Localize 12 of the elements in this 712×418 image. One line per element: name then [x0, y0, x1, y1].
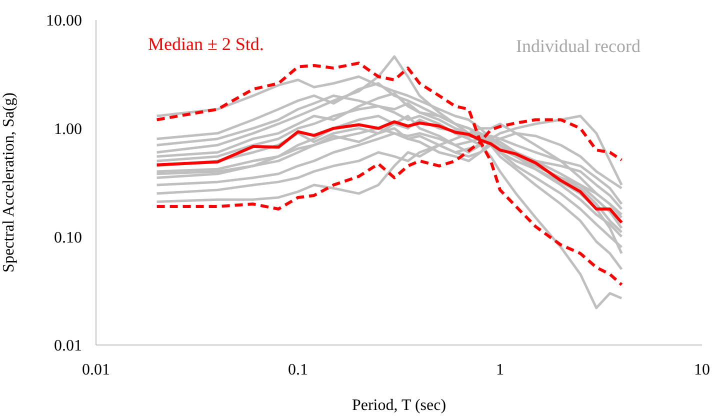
- x-tick-label: 0.01: [82, 361, 110, 378]
- x-tick-label: 0.1: [288, 361, 308, 378]
- x-tick-label: 10: [694, 361, 710, 378]
- y-tick-label: 0.01: [54, 338, 82, 355]
- annotation: Median ± 2 Std.: [148, 34, 264, 54]
- y-axis-title: Spectral Acceleration, Sa(g): [0, 92, 18, 272]
- y-tick-label: 0.10: [54, 229, 82, 246]
- annotation: Individual record: [516, 36, 640, 56]
- x-axis-title: Period, T (sec): [352, 397, 446, 414]
- x-tick-label: 1: [496, 361, 504, 378]
- y-tick-label: 1.00: [54, 121, 82, 138]
- y-tick-label: 10.00: [46, 12, 82, 30]
